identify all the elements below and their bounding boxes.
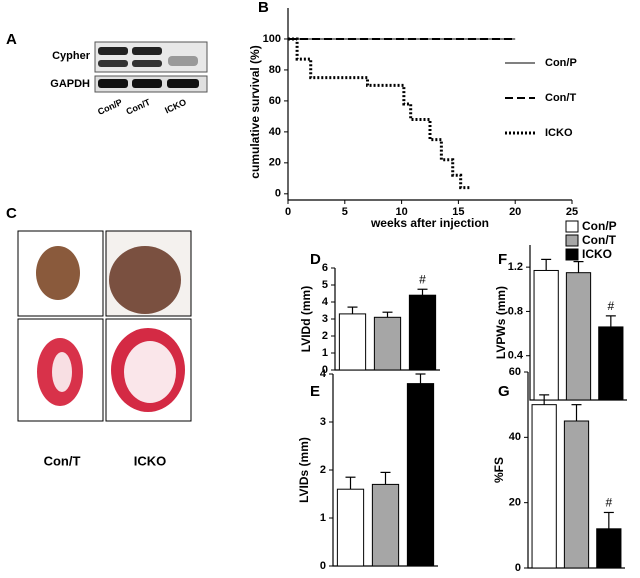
- legend-label: Con/P: [582, 219, 617, 233]
- y-axis-label: LVIDd (mm): [299, 286, 313, 352]
- bar: [338, 313, 367, 371]
- y-tick-label: 0: [275, 188, 281, 200]
- significance-mark: #: [419, 272, 426, 286]
- x-tick-label: 20: [509, 206, 521, 218]
- y-tick-label: 20: [509, 497, 521, 509]
- y-tick-label: 4: [320, 368, 327, 380]
- x-tick-label: 5: [342, 206, 348, 218]
- y-axis-label: LVPWs (mm): [494, 286, 508, 359]
- legend-label: Con/P: [545, 57, 577, 69]
- significance-mark: #: [417, 357, 424, 371]
- y-tick-label: 1: [322, 347, 328, 359]
- y-tick-label: 40: [269, 126, 281, 138]
- bar: [373, 316, 402, 371]
- bar: [336, 488, 365, 567]
- heart-images: [17, 230, 192, 422]
- x-axis-label: weeks after injection: [370, 216, 489, 230]
- legend-label: ICKO: [582, 247, 612, 261]
- legend-label: Con/T: [545, 92, 576, 104]
- panel-label: A: [6, 31, 17, 48]
- bar: [533, 269, 559, 401]
- axis: [529, 245, 627, 401]
- legend-swatch: [565, 234, 579, 247]
- y-tick-label: 0: [515, 562, 521, 574]
- blot-row-label: GAPDH: [50, 78, 90, 90]
- blot-lane-label: Con/T: [125, 97, 153, 117]
- y-tick-label: 2: [320, 464, 326, 476]
- y-axis-label: %FS: [492, 457, 506, 483]
- x-tick-label: 10: [395, 206, 407, 218]
- panel-label: E: [310, 383, 320, 400]
- y-tick-label: 4: [322, 296, 329, 308]
- panel-label: D: [310, 251, 321, 268]
- blot-lane-label: ICKO: [163, 97, 188, 116]
- y-tick-label: 0.4: [508, 350, 524, 362]
- axis: [287, 8, 572, 201]
- panel-label: F: [498, 251, 507, 268]
- y-tick-label: 40: [509, 431, 521, 443]
- bar: [371, 483, 400, 567]
- x-tick-label: 25: [566, 206, 578, 218]
- y-tick-label: 3: [320, 416, 326, 428]
- western-blot: [94, 41, 208, 93]
- y-tick-label: 6: [322, 262, 328, 274]
- panel-label: G: [498, 383, 510, 400]
- significance-mark: #: [607, 299, 614, 313]
- legend-swatch: [565, 220, 579, 233]
- y-tick-label: 20: [269, 157, 281, 169]
- panel-label: C: [6, 205, 17, 222]
- bar: [565, 272, 592, 401]
- heart-label: ICKO: [134, 453, 167, 468]
- bar: [531, 404, 557, 569]
- y-axis-label: LVIDs (mm): [297, 437, 311, 503]
- legend-label: Con/T: [582, 233, 617, 247]
- y-tick-label: 0: [320, 560, 326, 572]
- y-axis-label: cumulative survival (%): [248, 45, 262, 178]
- survival-line: [288, 37, 470, 190]
- significance-mark: #: [605, 496, 612, 510]
- y-tick-label: 80: [269, 64, 281, 76]
- panel-label: B: [258, 0, 269, 16]
- bar: [596, 528, 622, 569]
- y-tick-label: 100: [263, 33, 281, 45]
- y-tick-label: 60: [269, 95, 281, 107]
- y-tick-label: 1.2: [508, 261, 523, 273]
- y-tick-label: 60: [509, 366, 521, 378]
- legend-swatch: [565, 248, 579, 261]
- blot-lane-label: Con/P: [96, 97, 124, 117]
- bar: [598, 326, 624, 401]
- y-tick-label: 1: [320, 512, 326, 524]
- bar: [408, 294, 437, 371]
- x-tick-label: 15: [452, 206, 464, 218]
- blot-row-label: Cypher: [52, 50, 91, 62]
- y-tick-label: 5: [322, 279, 328, 291]
- legend-label: ICKO: [545, 127, 573, 139]
- heart-label: Con/T: [44, 453, 81, 468]
- y-tick-label: 0.8: [508, 305, 523, 317]
- x-tick-label: 0: [285, 206, 291, 218]
- y-tick-label: 3: [322, 313, 328, 325]
- y-tick-label: 0: [322, 364, 328, 376]
- bar: [563, 420, 590, 569]
- bar: [406, 383, 435, 567]
- y-tick-label: 2: [322, 330, 328, 342]
